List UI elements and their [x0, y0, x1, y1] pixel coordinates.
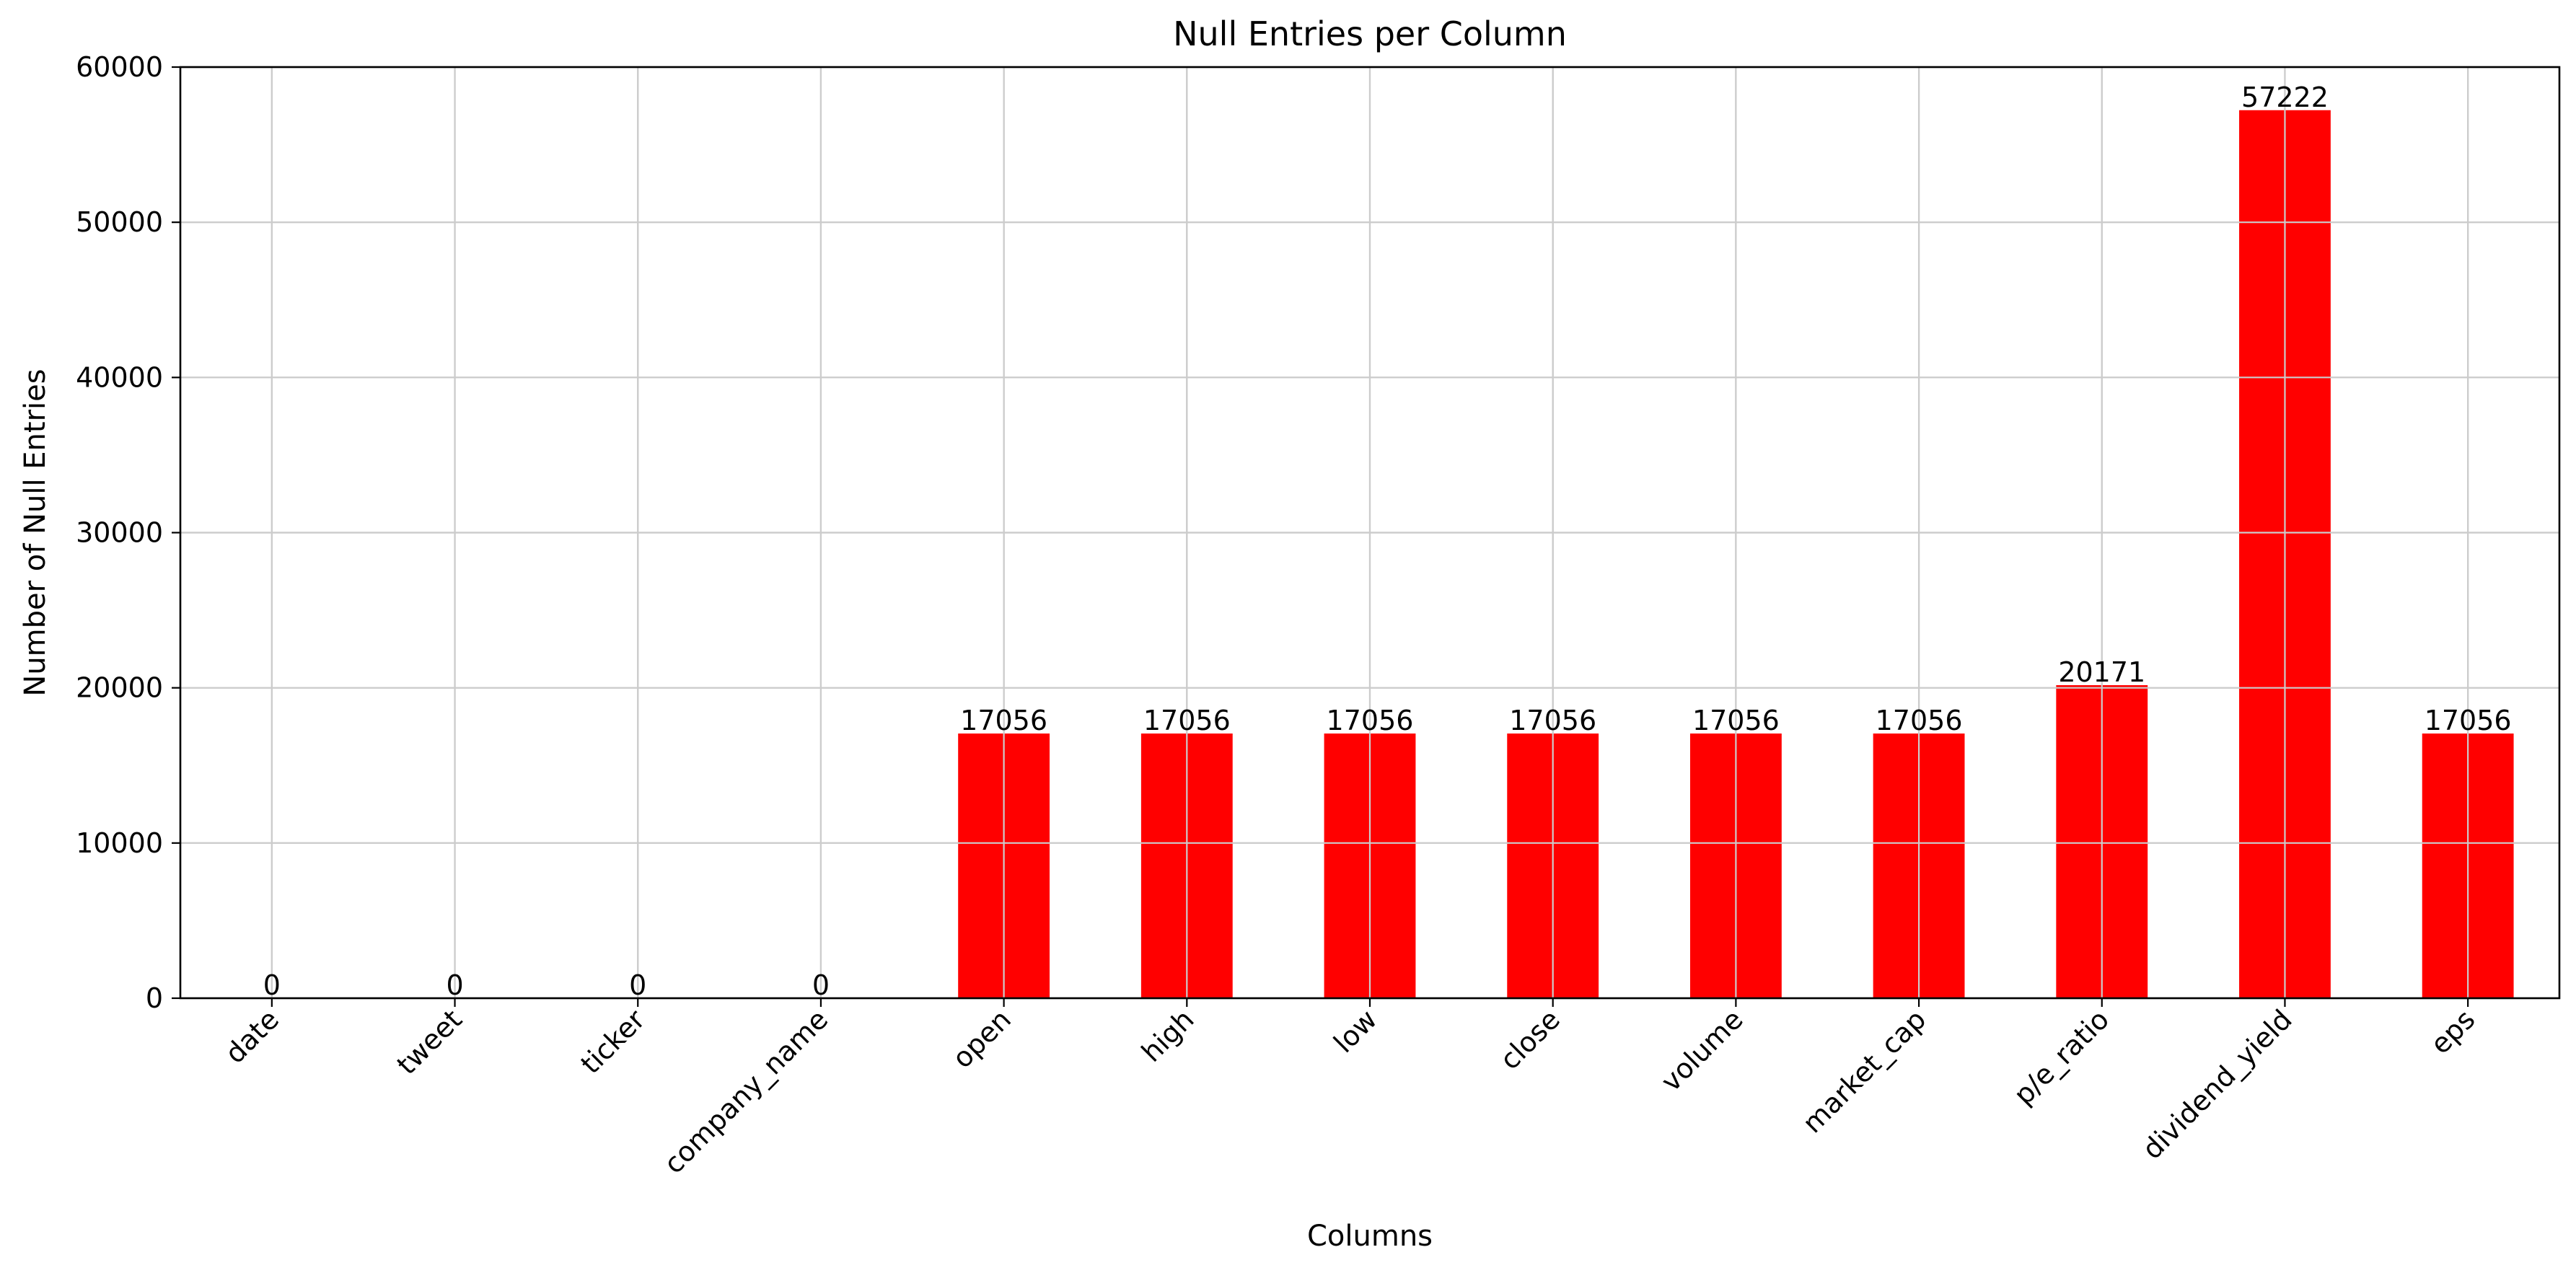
chart-title: Null Entries per Column	[1173, 14, 1567, 53]
data-label: 17056	[1876, 705, 1963, 736]
data-label: 17056	[1509, 705, 1596, 736]
y-tick-label: 10000	[76, 827, 163, 859]
y-tick-label: 20000	[76, 672, 163, 704]
y-tick-label: 0	[146, 982, 163, 1014]
data-label: 0	[812, 969, 830, 1001]
y-tick-label: 40000	[76, 361, 163, 393]
data-label: 0	[446, 969, 463, 1001]
data-labels: 0 0 0 0 17056 17056 17056 17056 17056 17056 20171 5…	[263, 82, 2512, 1001]
data-label: 17056	[2425, 705, 2512, 736]
y-axis-title: Number of Null Entries	[19, 369, 52, 696]
y-tick-label: 60000	[76, 51, 163, 83]
y-axis-ticks: 0 10000 20000 30000 40000 50000 60000	[76, 51, 180, 1014]
y-tick-label: 50000	[76, 206, 163, 238]
data-label: 0	[629, 969, 646, 1001]
data-label: 17056	[1143, 705, 1231, 736]
data-label: 57222	[2241, 82, 2329, 113]
data-label: 17056	[960, 705, 1047, 736]
data-label: 20171	[2058, 656, 2145, 688]
y-tick-label: 30000	[76, 517, 163, 549]
data-label: 17056	[1327, 705, 1414, 736]
x-axis-title: Columns	[1307, 1220, 1433, 1253]
data-label: 0	[263, 969, 281, 1001]
data-label: 17056	[1692, 705, 1780, 736]
